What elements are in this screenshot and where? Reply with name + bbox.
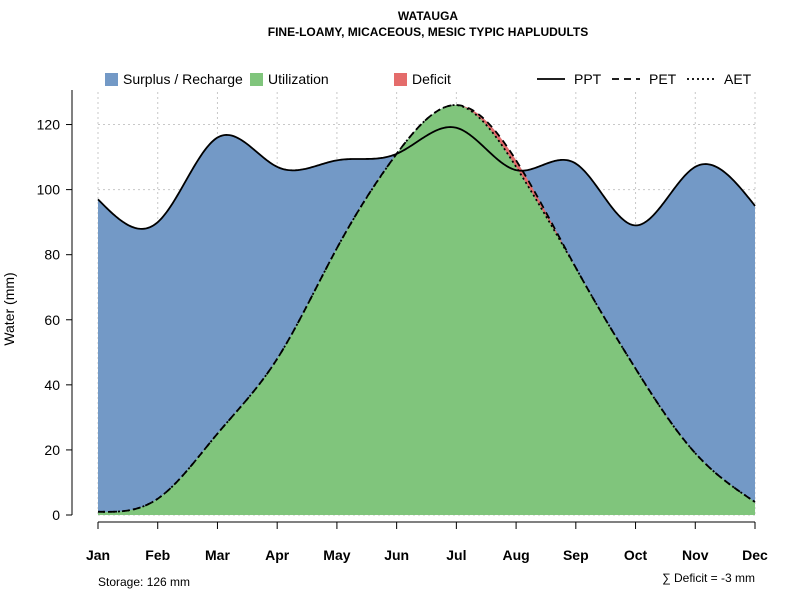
y-tick-label: 80	[44, 247, 60, 263]
x-tick-label: Aug	[502, 547, 529, 563]
series-lines	[97, 104, 756, 513]
x-tick-label: Sep	[563, 547, 589, 563]
x-tick-label: Nov	[682, 547, 709, 563]
legend-label-aet: AET	[724, 71, 752, 87]
y-tick-label: 20	[44, 442, 60, 458]
x-tick-label: Apr	[265, 547, 290, 563]
area-fills	[98, 105, 755, 516]
x-tick-label: Jan	[86, 547, 110, 563]
axes: 0 20 40 60 80 100 120 Jan Feb Mar Apr May Jun Jul Aug S…	[37, 90, 768, 563]
x-tick-label: Mar	[205, 547, 230, 563]
legend-swatch-deficit	[394, 73, 407, 86]
x-tick-label: Feb	[145, 547, 170, 563]
y-tick-label: 100	[37, 182, 61, 198]
x-tick-label: Oct	[624, 547, 648, 563]
x-tick-label: Jul	[446, 547, 466, 563]
y-tick-label: 120	[37, 117, 61, 133]
legend-label-utilization: Utilization	[268, 71, 329, 87]
legend: Surplus / Recharge Utilization Deficit PPT P…	[105, 71, 752, 87]
pet-line	[97, 104, 756, 513]
y-tick-label: 40	[44, 377, 60, 393]
legend-swatch-surplus-recharge	[105, 73, 118, 86]
chart-subtitle: FINE-LOAMY, MICACEOUS, MESIC TYPIC HAPLU…	[268, 25, 588, 39]
utilization-area	[98, 105, 755, 516]
x-tick-label: Dec	[742, 547, 768, 563]
legend-label-pet: PET	[649, 71, 677, 87]
legend-label-deficit: Deficit	[412, 71, 451, 87]
chart-title: WATAUGA	[398, 9, 459, 23]
deficit-note: ∑ Deficit = -3 mm	[662, 571, 755, 585]
x-tick-label: May	[323, 547, 350, 563]
legend-swatch-utilization	[250, 73, 263, 86]
legend-label-surplus-recharge: Surplus / Recharge	[123, 71, 243, 87]
storage-note: Storage: 126 mm	[98, 575, 190, 589]
y-tick-label: 60	[44, 312, 60, 328]
y-tick-label: 0	[52, 507, 60, 523]
x-tick-label: Jun	[384, 547, 409, 563]
legend-label-ppt: PPT	[574, 71, 602, 87]
ppt-line	[97, 126, 756, 230]
y-axis-label: Water (mm)	[1, 272, 17, 345]
